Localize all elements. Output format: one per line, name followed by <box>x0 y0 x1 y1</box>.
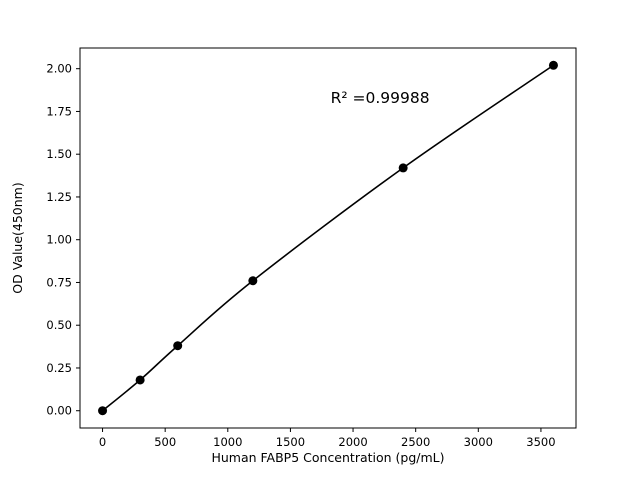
r-squared-annotation: R² =0.99988 <box>331 89 430 107</box>
y-axis: 0.00 0.25 0.50 0.75 1.00 1.25 1.50 1.75 2.00 <box>46 62 80 418</box>
x-axis-label: Human FABP5 Concentration (pg/mL) <box>211 450 444 465</box>
data-point-marker <box>135 375 145 385</box>
data-point-marker <box>98 406 108 416</box>
y-tick-label: 0.50 <box>46 318 72 332</box>
y-tick-label: 0.75 <box>46 275 72 289</box>
x-tick-label: 2500 <box>401 435 430 449</box>
x-axis: 0 500 1000 1500 2000 2500 3000 3500 <box>99 428 556 449</box>
y-tick-label: 1.50 <box>46 147 72 161</box>
y-tick-label: 1.25 <box>46 190 72 204</box>
data-point-marker <box>398 163 408 173</box>
y-axis-label: OD Value(450nm) <box>10 182 25 293</box>
x-tick-label: 1500 <box>276 435 305 449</box>
x-tick-label: 500 <box>154 435 176 449</box>
plot-frame <box>79 47 577 429</box>
x-tick-label: 3000 <box>464 435 493 449</box>
x-tick-label: 3500 <box>526 435 555 449</box>
y-tick-label: 0.00 <box>46 404 72 418</box>
x-tick-label: 2000 <box>338 435 367 449</box>
y-tick-label: 1.00 <box>46 233 72 247</box>
y-tick-label: 2.00 <box>46 62 72 76</box>
y-tick-label: 0.25 <box>46 361 72 375</box>
data-point-marker <box>173 341 183 351</box>
data-points <box>98 60 558 416</box>
data-point-marker <box>548 60 558 70</box>
y-tick-label: 1.75 <box>46 104 72 118</box>
x-tick-label: 0 <box>99 435 106 449</box>
data-point-marker <box>248 276 258 286</box>
x-tick-label: 1000 <box>213 435 242 449</box>
